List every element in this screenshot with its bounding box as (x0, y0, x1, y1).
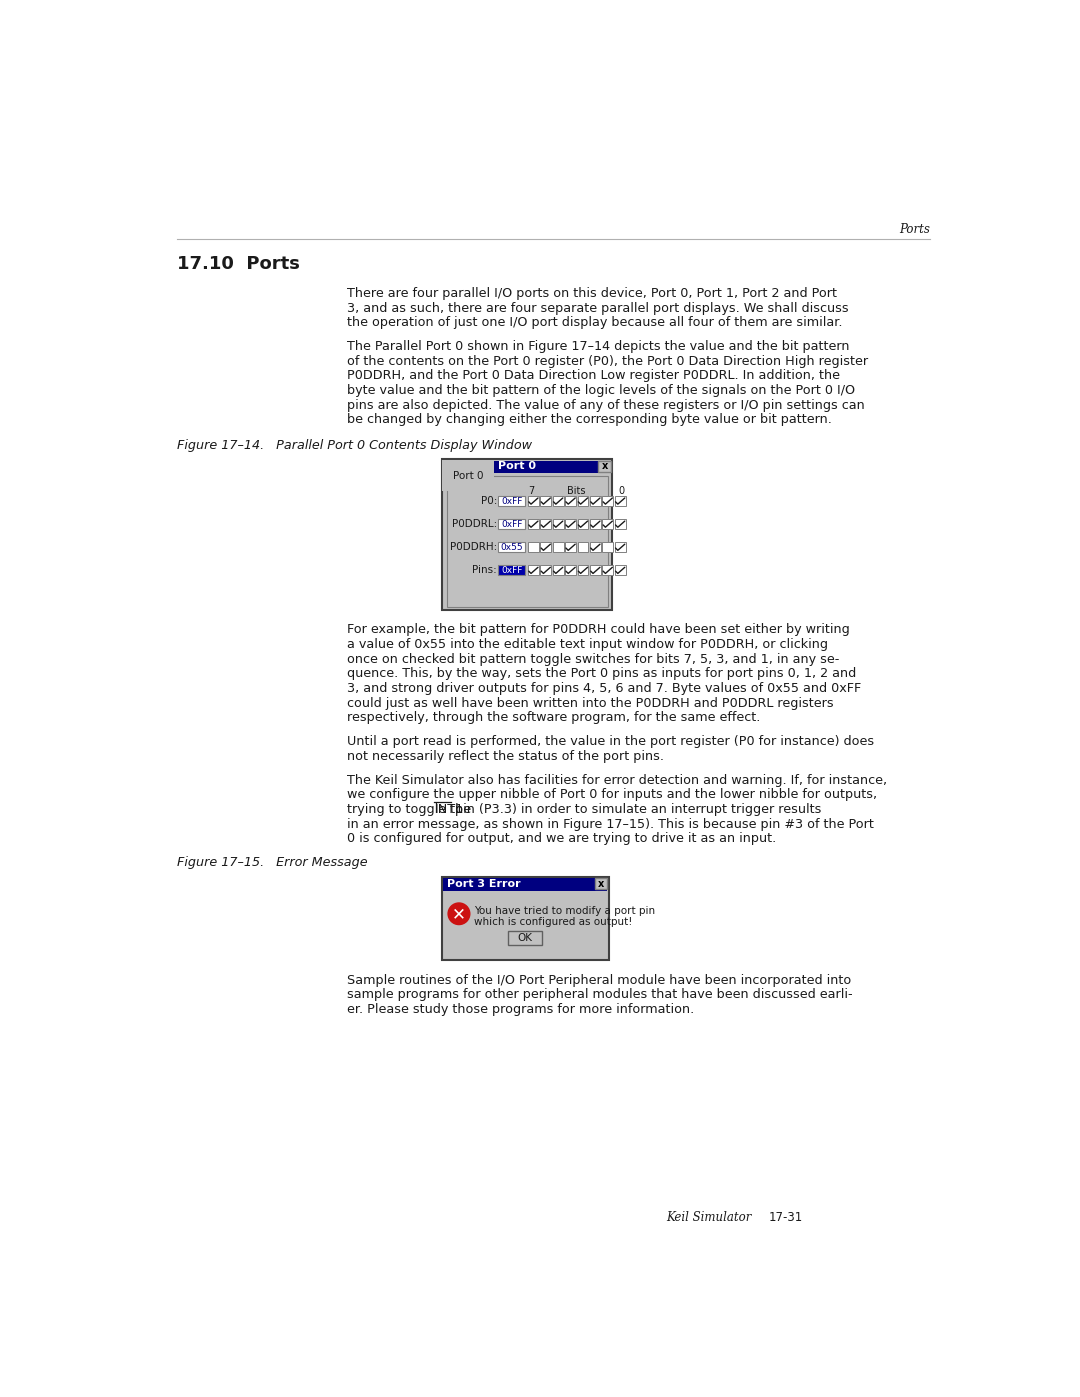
Bar (442, 460, 612, 609)
Bar (540, 542, 551, 552)
Text: in an error message, as shown in Figure 17–15). This is because pin #3 of the Po: in an error message, as shown in Figure … (348, 817, 874, 831)
Text: Sample routines of the I/O Port Peripheral module have been incorporated into: Sample routines of the I/O Port Peripher… (348, 974, 852, 986)
Text: er. Please study those programs for more information.: er. Please study those programs for more… (348, 1003, 694, 1016)
Bar (540, 564, 551, 576)
Text: quence. This, by the way, sets the Port 0 pins as inputs for port pins 0, 1, 2 a: quence. This, by the way, sets the Port … (348, 668, 856, 680)
Text: x: x (597, 879, 604, 888)
Bar (444, 879, 607, 891)
Bar (444, 461, 611, 474)
Text: 0: 0 (618, 486, 624, 496)
Text: Keil Simulator: Keil Simulator (666, 1211, 752, 1224)
Text: Ports: Ports (900, 224, 930, 236)
Bar (499, 542, 525, 552)
Bar (499, 496, 525, 506)
Bar (528, 518, 539, 529)
Bar (508, 930, 542, 944)
Bar (590, 518, 600, 529)
Text: Bits: Bits (567, 486, 586, 496)
Text: P0:: P0: (481, 496, 497, 506)
Bar (553, 518, 564, 529)
Text: 0xFF: 0xFF (501, 520, 523, 528)
Bar (578, 496, 589, 506)
Bar (565, 542, 576, 552)
Bar (615, 564, 625, 576)
Bar (499, 564, 525, 576)
Text: P0DDRH:: P0DDRH: (449, 542, 497, 552)
Bar (598, 461, 611, 472)
Text: x: x (602, 461, 608, 471)
Text: There are four parallel I/O ports on this device, Port 0, Port 1, Port 2 and Por: There are four parallel I/O ports on thi… (348, 286, 837, 300)
Text: Figure 17–15.   Error Message: Figure 17–15. Error Message (177, 856, 367, 869)
Bar (603, 496, 613, 506)
Text: INT1: INT1 (434, 803, 463, 816)
Text: not necessarily reflect the status of the port pins.: not necessarily reflect the status of th… (348, 750, 664, 763)
Text: once on checked bit pattern toggle switches for bits 7, 5, 3, and 1, in any se-: once on checked bit pattern toggle switc… (348, 652, 840, 666)
Text: 0xFF: 0xFF (501, 496, 523, 506)
Text: You have tried to modify a port pin: You have tried to modify a port pin (474, 907, 656, 916)
Bar (540, 518, 551, 529)
Text: Figure 17–14.   Parallel Port 0 Contents Display Window: Figure 17–14. Parallel Port 0 Contents D… (177, 439, 531, 451)
Text: Port 0: Port 0 (453, 471, 483, 481)
Text: OK: OK (517, 933, 532, 943)
Bar (578, 542, 589, 552)
Bar (540, 496, 551, 506)
Bar (446, 476, 608, 606)
Text: Parallel Port 0: Parallel Port 0 (446, 461, 536, 471)
Bar (442, 877, 608, 960)
Text: 3, and strong driver outputs for pins 4, 5, 6 and 7. Byte values of 0x55 and 0xF: 3, and strong driver outputs for pins 4,… (348, 682, 862, 694)
Text: 0x55: 0x55 (500, 543, 523, 552)
Text: we configure the upper nibble of Port 0 for inputs and the lower nibble for outp: we configure the upper nibble of Port 0 … (348, 788, 877, 802)
Bar (499, 518, 525, 529)
Bar (553, 496, 564, 506)
Text: trying to toggle the: trying to toggle the (348, 803, 475, 816)
Text: For example, the bit pattern for P0DDRH could have been set either by writing: For example, the bit pattern for P0DDRH … (348, 623, 850, 637)
Text: 17.10  Ports: 17.10 Ports (177, 256, 300, 274)
Bar (565, 564, 576, 576)
Bar (603, 542, 613, 552)
Bar (565, 518, 576, 529)
Text: could just as well have been written into the P0DDRH and P0DDRL registers: could just as well have been written int… (348, 697, 834, 710)
Circle shape (448, 902, 470, 925)
Bar (578, 564, 589, 576)
Text: pin (P3.3) in order to simulate an interrupt trigger results: pin (P3.3) in order to simulate an inter… (451, 803, 822, 816)
Bar (528, 496, 539, 506)
Text: Port 3 Error: Port 3 Error (446, 879, 521, 888)
Bar (615, 518, 625, 529)
Text: P0DDRL:: P0DDRL: (451, 520, 497, 529)
Bar (590, 542, 600, 552)
Bar (553, 564, 564, 576)
Bar (565, 496, 576, 506)
Text: 0xFF: 0xFF (501, 566, 523, 574)
Text: pins are also depicted. The value of any of these registers or I/O pin settings : pins are also depicted. The value of any… (348, 398, 865, 412)
Text: of the contents on the Port 0 register (P0), the Port 0 Data Direction High regi: of the contents on the Port 0 register (… (348, 355, 868, 367)
Text: 3, and as such, there are four separate parallel port displays. We shall discuss: 3, and as such, there are four separate … (348, 302, 849, 314)
Text: The Keil Simulator also has facilities for error detection and warning. If, for : The Keil Simulator also has facilities f… (348, 774, 888, 787)
Text: P0DDRH, and the Port 0 Data Direction Low register P0DDRL. In addition, the: P0DDRH, and the Port 0 Data Direction Lo… (348, 369, 840, 383)
Text: 17-31: 17-31 (769, 1211, 804, 1224)
Bar (590, 496, 600, 506)
Bar (528, 564, 539, 576)
Bar (615, 496, 625, 506)
Text: byte value and the bit pattern of the logic levels of the signals on the Port 0 : byte value and the bit pattern of the lo… (348, 384, 855, 397)
Text: respectively, through the software program, for the same effect.: respectively, through the software progr… (348, 711, 760, 724)
Text: which is configured as output!: which is configured as output! (474, 916, 633, 926)
Text: Until a port read is performed, the value in the port register (P0 for instance): Until a port read is performed, the valu… (348, 735, 875, 749)
Bar (615, 542, 625, 552)
Bar (528, 542, 539, 552)
Bar (578, 518, 589, 529)
Text: The Parallel Port 0 shown in Figure 17–14 depicts the value and the bit pattern: The Parallel Port 0 shown in Figure 17–1… (348, 339, 850, 353)
Bar (590, 564, 600, 576)
Bar (595, 879, 607, 888)
Text: be changed by changing either the corresponding byte value or bit pattern.: be changed by changing either the corres… (348, 414, 833, 426)
Text: Pins:: Pins: (472, 566, 497, 576)
Bar (603, 564, 613, 576)
Bar (553, 542, 564, 552)
Text: 7: 7 (528, 486, 535, 496)
Bar (603, 518, 613, 529)
Text: a value of 0x55 into the editable text input window for P0DDRH, or clicking: a value of 0x55 into the editable text i… (348, 638, 828, 651)
Text: the operation of just one I/O port display because all four of them are similar.: the operation of just one I/O port displ… (348, 316, 842, 330)
Text: sample programs for other peripheral modules that have been discussed earli-: sample programs for other peripheral mod… (348, 989, 853, 1002)
Text: 0 is configured for output, and we are trying to drive it as an input.: 0 is configured for output, and we are t… (348, 833, 777, 845)
Text: ✕: ✕ (453, 905, 465, 923)
